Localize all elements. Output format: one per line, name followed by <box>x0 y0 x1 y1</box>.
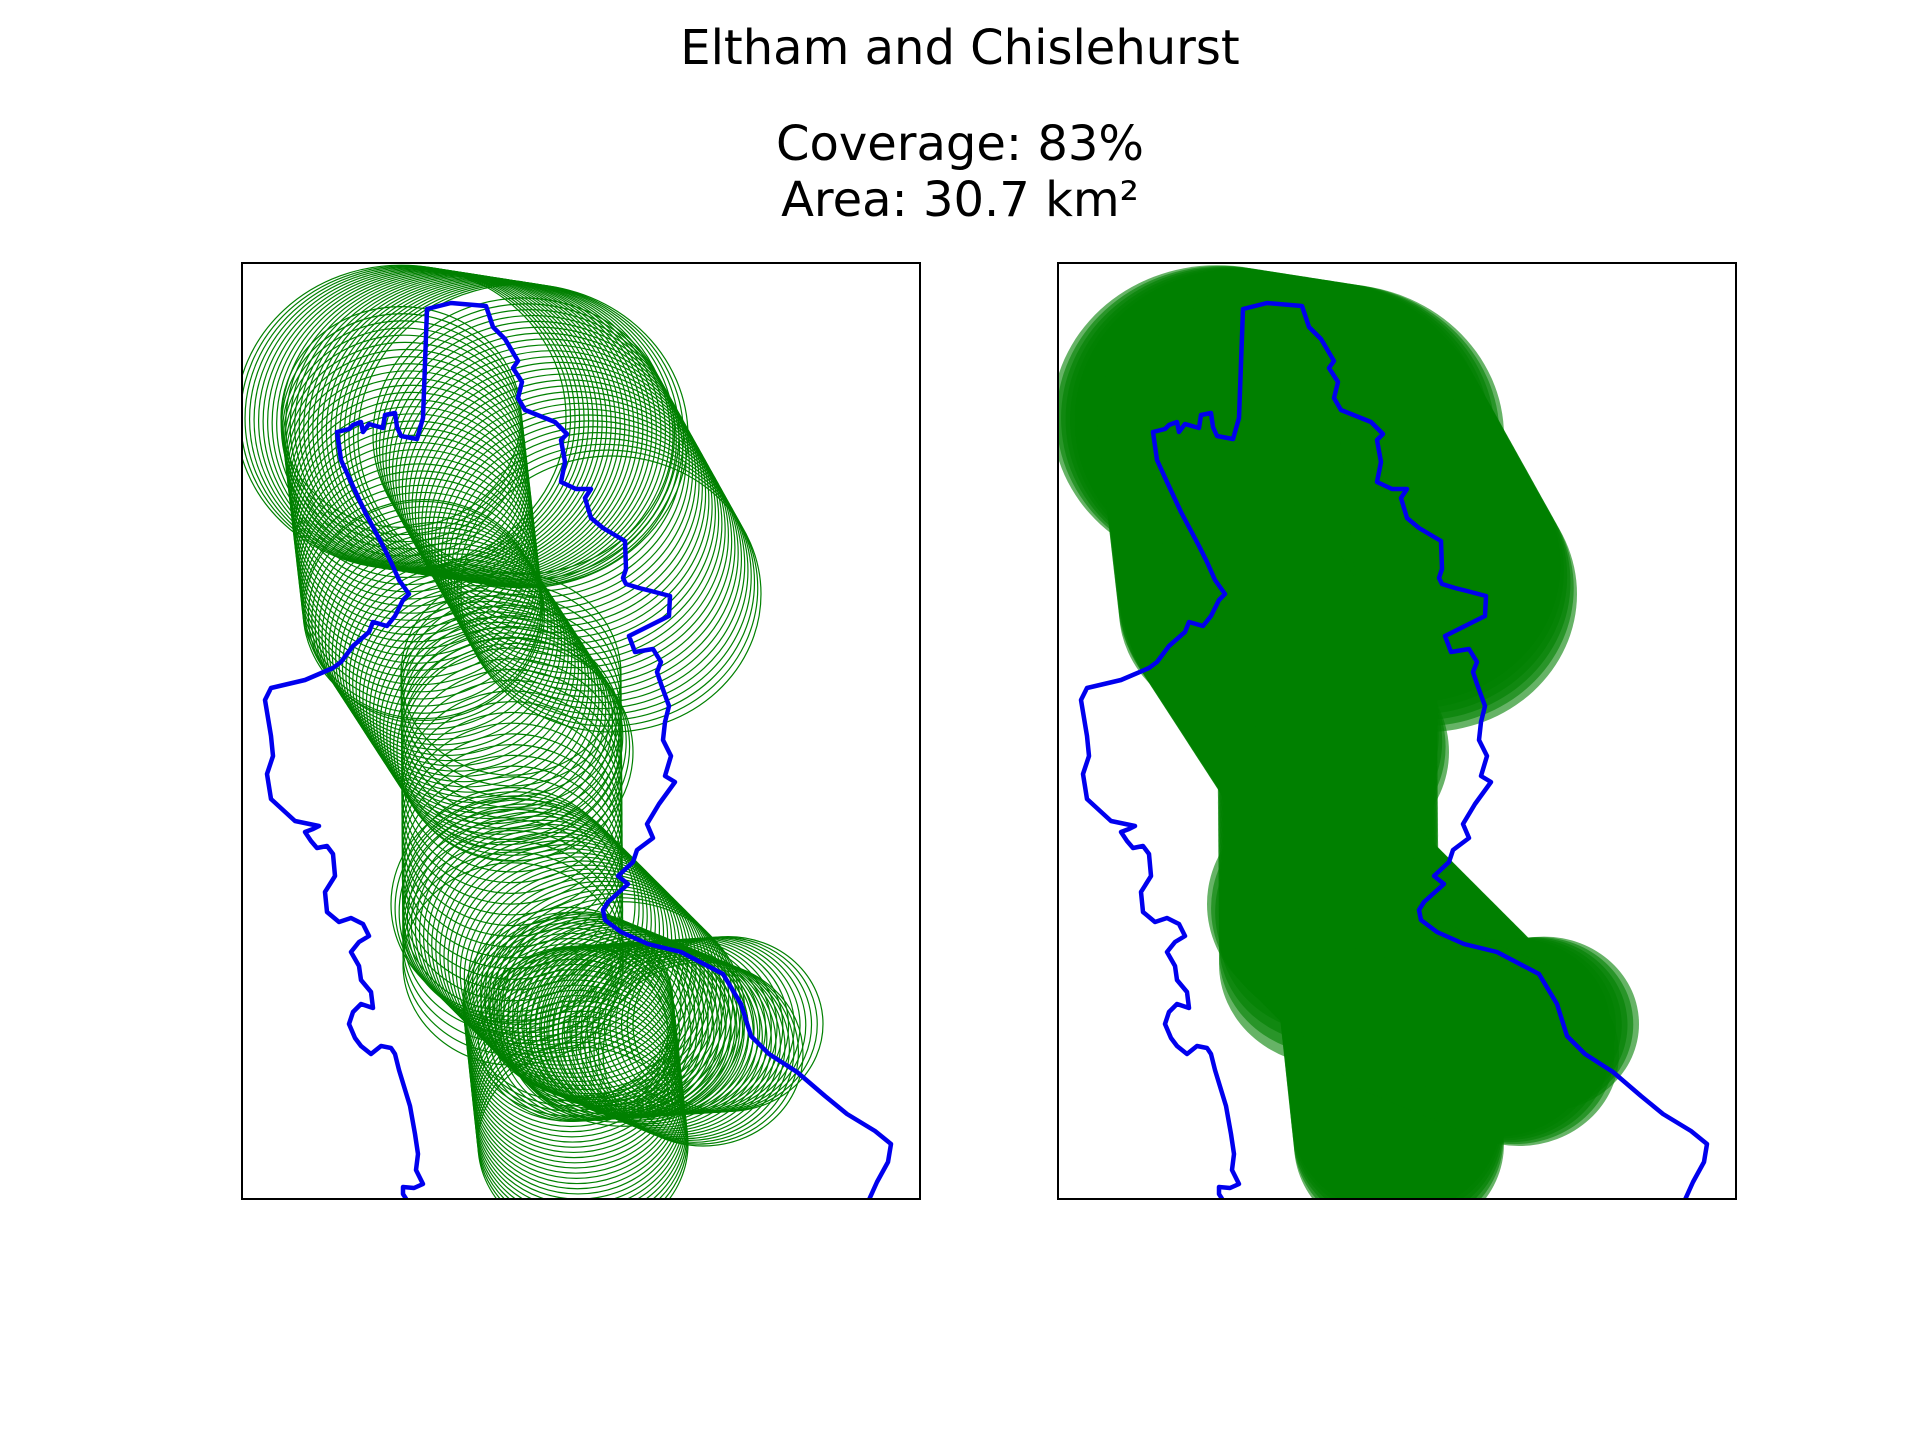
coverage-circle-outlines <box>243 264 824 1198</box>
coverage-circle-outline <box>534 933 736 1119</box>
coverage-circle-outline <box>392 637 631 856</box>
coverage-circle-outline <box>404 355 707 634</box>
coverage-circle-fill <box>1419 962 1619 1146</box>
coverage-circle-outline <box>543 937 745 1123</box>
coverage-circle-outline <box>493 916 696 1103</box>
area-text: Area: 30.7 km² <box>781 172 1139 228</box>
coverage-circle-outline <box>539 935 741 1121</box>
coverage-circle-outline <box>402 803 648 1030</box>
district-boundary <box>262 300 894 1198</box>
filled-map <box>1059 265 1710 1198</box>
coverage-circle-outline <box>369 600 607 820</box>
coverage-circle-outline <box>552 941 754 1127</box>
coverage-circle-outline <box>521 928 723 1114</box>
coverage-circle-outline <box>386 627 624 846</box>
coverage-circle-outline <box>498 918 700 1105</box>
coverage-circle-outline <box>530 931 732 1117</box>
outline-map <box>243 264 894 1198</box>
coverage-circle-outline <box>352 574 590 793</box>
coverage-circle-outline <box>525 929 727 1116</box>
filled-map-panel <box>1057 262 1737 1200</box>
coverage-circle-outline <box>557 942 759 1129</box>
coverage-circle-outline <box>489 915 691 1101</box>
coverage-circle-outline <box>341 558 580 778</box>
coverage-circle-outline <box>362 590 600 809</box>
coverage-circle-outline <box>365 595 603 814</box>
coverage-circle-outline <box>480 911 682 1097</box>
figure-title: Eltham and Chislehurst <box>680 20 1240 76</box>
coverage-circle-outline <box>457 449 759 727</box>
coverage-circle-outline <box>411 367 713 645</box>
coverage-circle-fills <box>1059 265 1639 1198</box>
coverage-text: Coverage: 83% <box>775 116 1145 172</box>
coverage-circle-outline <box>484 913 687 1099</box>
coverage-circle-outline <box>401 350 703 628</box>
coverage-circle-outline <box>316 277 648 583</box>
coverage-circle-outline <box>345 563 583 783</box>
coverage-circle-outline <box>325 278 657 584</box>
outline-map-panel <box>241 262 921 1200</box>
coverage-circle-outline <box>348 569 586 788</box>
figure-subtitle: Coverage: 83% Area: 30.7 km² <box>0 116 1920 228</box>
coverage-circle-outline <box>321 277 653 583</box>
district-boundary <box>1078 300 1710 1198</box>
